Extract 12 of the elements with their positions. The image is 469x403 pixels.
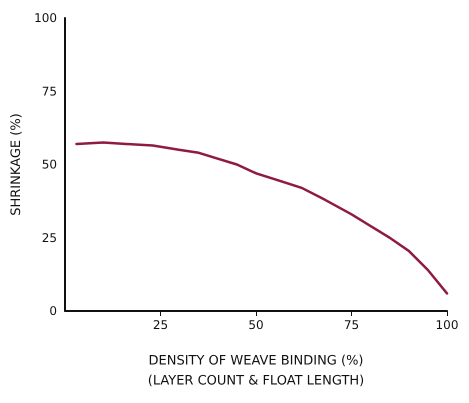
x-axis-title: DENSITY OF WEAVE BINDING (%) (LAYER COUNT & FLOAT LENGTH) <box>148 354 364 388</box>
y-axis-title: SHRINKAGE (%) <box>9 113 24 216</box>
y-tick-label: 50 <box>42 158 57 172</box>
y-tick-label: 100 <box>34 11 57 25</box>
y-tick-label: 0 <box>49 304 57 318</box>
y-tick-label: 25 <box>42 230 57 245</box>
x-tick-label: 100 <box>436 318 458 332</box>
x-tick-label: 50 <box>248 318 264 332</box>
line-series <box>75 141 448 295</box>
y-tick-label: 75 <box>42 84 57 98</box>
x-tick-label: 25 <box>152 318 168 332</box>
x-tick-label: 75 <box>344 318 360 332</box>
